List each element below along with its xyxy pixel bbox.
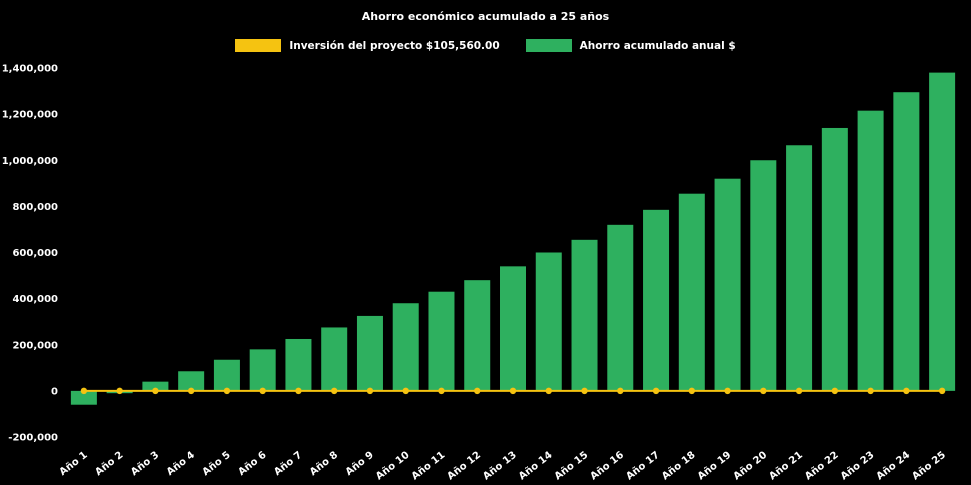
x-axis-tick-label: Año 13	[481, 450, 519, 483]
investment-line-marker	[366, 387, 374, 395]
investment-line-marker	[116, 387, 123, 395]
bar-año-19	[714, 178, 741, 391]
legend: Inversión del proyecto $105,560.00 Ahorro…	[0, 39, 971, 52]
bar-año-12	[464, 280, 491, 391]
y-axis-tick-label: 400,000	[12, 294, 58, 305]
x-axis-tick-label: Año 22	[803, 450, 841, 483]
x-axis-tick-label: Año 20	[732, 450, 770, 483]
legend-swatch-icon	[235, 39, 282, 52]
bar-año-23	[857, 110, 884, 391]
x-axis-tick-label: Año 2	[93, 450, 125, 478]
x-axis-tick-label: Año 17	[624, 450, 662, 483]
x-axis-tick-label: Año 5	[201, 450, 233, 478]
y-axis-tick-label: 1,000,000	[2, 156, 58, 167]
bar-año-24	[893, 92, 920, 391]
x-axis-tick-label: Año 10	[374, 450, 412, 483]
x-axis-tick-label: Año 4	[165, 450, 197, 478]
bar-año-7	[285, 338, 312, 391]
x-axis-tick-label: Año 24	[875, 450, 913, 483]
legend-item[interactable]: Inversión del proyecto $105,560.00	[235, 39, 500, 52]
bar-año-20	[750, 160, 777, 391]
y-axis-tick-label: 1,200,000	[2, 110, 58, 121]
y-axis-tick-label: -200,000	[8, 433, 58, 444]
bar-año-1	[70, 390, 97, 405]
investment-line-marker	[259, 387, 266, 395]
investment-line-marker	[509, 387, 517, 395]
investment-line-marker	[438, 387, 445, 395]
x-axis-tick-label: Año 25	[910, 450, 948, 483]
investment-line-marker	[688, 387, 695, 395]
bar-año-18	[678, 193, 705, 391]
x-axis-tick-label: Año 6	[236, 450, 268, 478]
investment-line-marker	[223, 387, 231, 395]
bar-año-11	[428, 291, 455, 391]
x-axis-tick-label: Año 14	[517, 450, 555, 483]
x-axis-tick-label: Año 12	[445, 450, 483, 483]
bar-año-21	[786, 145, 813, 391]
x-axis-tick-label: Año 3	[129, 450, 161, 478]
x-axis-tick-label: Año 18	[660, 450, 698, 483]
bar-año-25	[929, 72, 956, 391]
investment-line-marker	[402, 387, 409, 395]
bar-año-3	[142, 381, 169, 391]
chart-title: Ahorro económico acumulado a 25 años	[361, 10, 610, 23]
y-axis-tick-label: 800,000	[12, 202, 58, 213]
investment-line-marker	[652, 387, 660, 395]
investment-line-marker	[617, 387, 624, 395]
legend-swatch-icon	[525, 39, 572, 52]
bar-año-13	[500, 266, 526, 391]
bar-año-16	[607, 224, 634, 391]
investment-line-marker	[903, 387, 910, 395]
investment-line-marker	[724, 387, 731, 395]
y-axis-tick-label: 200,000	[12, 340, 58, 351]
bar-año-22	[821, 127, 848, 391]
investment-line-marker	[867, 387, 874, 395]
bar-año-10	[392, 303, 419, 391]
legend-label: Inversión del proyecto $105,560.00	[289, 39, 500, 52]
x-axis-tick-label: Año 9	[344, 450, 376, 478]
legend-item[interactable]: Ahorro acumulado anual $	[525, 39, 736, 52]
investment-line-marker	[295, 387, 302, 395]
x-axis-tick-label: Año 11	[410, 450, 448, 483]
bar-año-15	[571, 239, 598, 391]
investment-line-marker	[545, 387, 552, 395]
investment-line-marker	[80, 387, 88, 395]
investment-line-marker	[581, 387, 588, 395]
y-axis-tick-label: 600,000	[12, 248, 58, 259]
investment-line-marker	[795, 387, 803, 395]
bar-año-5	[213, 359, 240, 391]
bar-año-6	[249, 349, 276, 391]
investment-line-marker	[187, 387, 195, 395]
x-axis-tick-label: Año 19	[696, 450, 734, 483]
bar-año-4	[178, 371, 205, 391]
investment-line-marker	[152, 387, 159, 395]
x-axis-tick-label: Año 21	[767, 450, 805, 483]
x-axis-tick-label: Año 8	[308, 450, 340, 478]
investment-line-marker	[760, 387, 767, 395]
x-axis-tick-label: Año 7	[272, 450, 304, 478]
bar-año-17	[643, 209, 670, 391]
legend-label: Ahorro acumulado anual $	[579, 39, 736, 52]
investment-line-marker	[474, 387, 481, 395]
x-axis-tick-label: Año 1	[58, 450, 90, 478]
investment-line-marker	[331, 387, 338, 395]
investment-line-marker	[831, 387, 839, 395]
bar-año-14	[535, 252, 562, 391]
x-axis-tick-label: Año 15	[553, 450, 591, 483]
y-axis-tick-label: 0	[51, 386, 58, 397]
bar-año-9	[356, 315, 383, 391]
y-axis-tick-label: 1,400,000	[2, 64, 58, 75]
investment-line-marker	[938, 387, 946, 395]
bar-año-8	[321, 327, 348, 391]
x-axis-tick-label: Año 23	[839, 450, 877, 483]
x-axis-tick-label: Año 16	[589, 450, 627, 483]
